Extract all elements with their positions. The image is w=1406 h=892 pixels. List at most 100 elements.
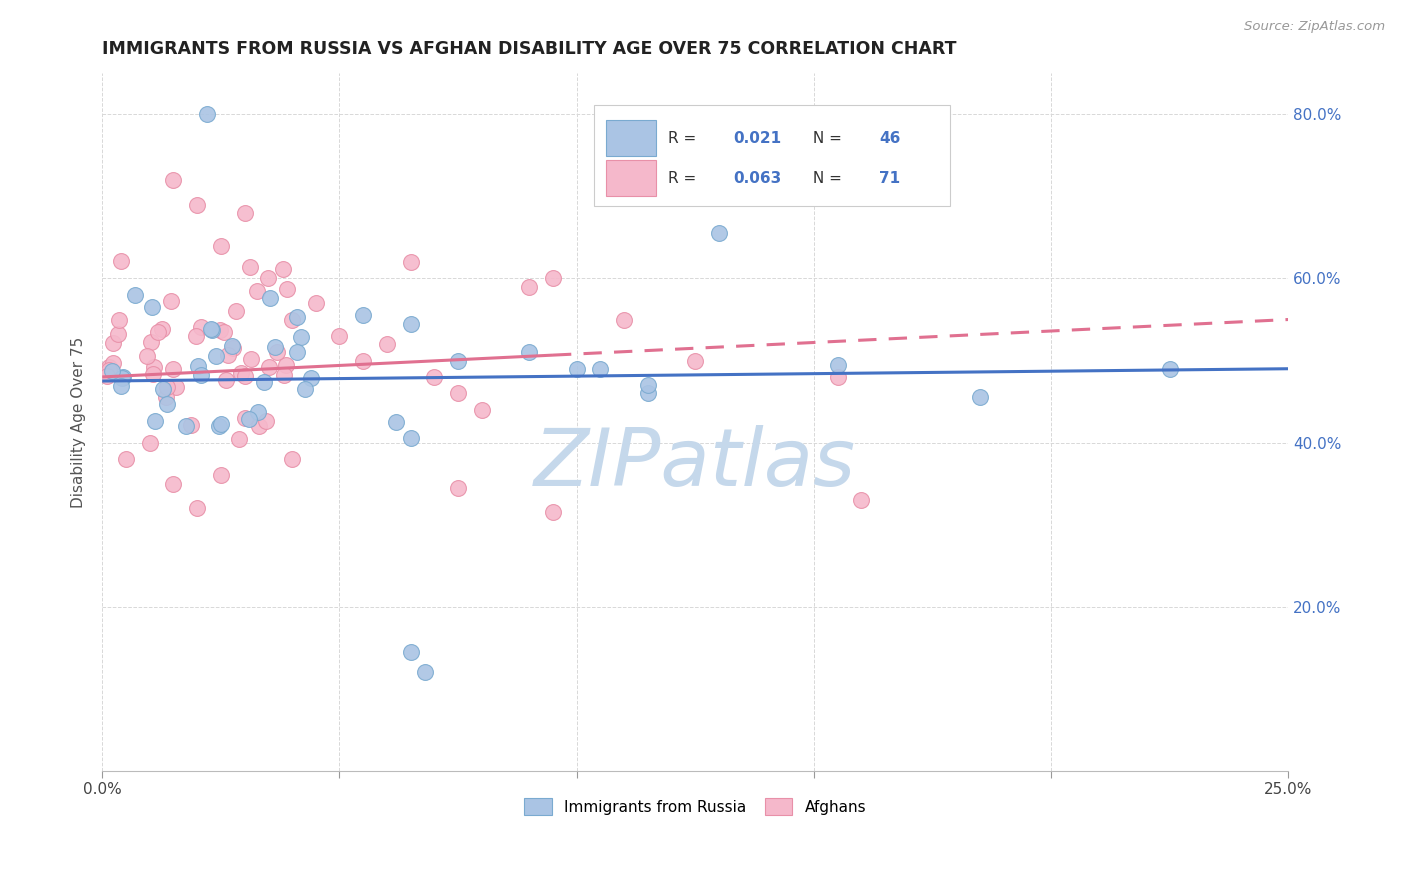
Point	[375, 337, 398, 351]
Point	[155, 390, 177, 404]
Point	[352, 353, 374, 368]
Point	[143, 414, 166, 428]
Text: R =: R =	[668, 131, 702, 145]
Point	[150, 322, 173, 336]
Point	[517, 279, 540, 293]
Point	[222, 341, 245, 355]
Text: 0.021: 0.021	[734, 131, 782, 145]
Point	[152, 382, 174, 396]
Point	[399, 255, 422, 269]
Point	[156, 379, 179, 393]
Point	[285, 345, 308, 359]
Point	[138, 435, 160, 450]
Point	[276, 282, 298, 296]
Point	[517, 345, 540, 359]
Point	[200, 322, 222, 336]
Text: 0.063: 0.063	[734, 170, 782, 186]
FancyBboxPatch shape	[606, 120, 657, 156]
Point	[108, 313, 131, 327]
Point	[254, 414, 277, 428]
Legend: Immigrants from Russia, Afghans: Immigrants from Russia, Afghans	[524, 797, 866, 815]
Text: N =: N =	[808, 170, 846, 186]
Point	[143, 359, 166, 374]
Point	[176, 419, 198, 434]
Point	[96, 368, 118, 383]
Point	[180, 418, 202, 433]
Point	[565, 361, 588, 376]
Point	[613, 312, 636, 326]
Point	[190, 319, 212, 334]
Point	[141, 300, 163, 314]
Point	[637, 378, 659, 392]
Point	[200, 323, 222, 337]
Point	[281, 452, 304, 467]
Point	[187, 359, 209, 373]
Point	[305, 296, 328, 310]
Point	[263, 340, 285, 354]
Point	[385, 415, 408, 429]
Point	[413, 665, 436, 680]
Point	[101, 363, 124, 377]
Point	[299, 371, 322, 385]
Point	[111, 370, 134, 384]
Point	[97, 362, 120, 376]
Point	[447, 481, 470, 495]
Point	[285, 310, 308, 324]
Point	[160, 293, 183, 308]
Point	[266, 345, 288, 359]
Point	[271, 261, 294, 276]
Point	[249, 419, 271, 434]
Text: Source: ZipAtlas.com: Source: ZipAtlas.com	[1244, 20, 1385, 33]
Point	[142, 367, 165, 381]
Point	[103, 335, 125, 350]
Point	[827, 358, 849, 372]
Point	[165, 380, 187, 394]
Point	[162, 362, 184, 376]
Point	[273, 368, 295, 383]
Point	[209, 238, 232, 252]
Point	[162, 476, 184, 491]
FancyBboxPatch shape	[595, 104, 950, 206]
Point	[281, 312, 304, 326]
Text: 46: 46	[879, 131, 901, 145]
Point	[259, 291, 281, 305]
Point	[471, 402, 494, 417]
Point	[217, 348, 239, 362]
Point	[589, 361, 612, 376]
Point	[246, 405, 269, 419]
Point	[257, 271, 280, 285]
Point	[637, 386, 659, 401]
Point	[190, 368, 212, 383]
Y-axis label: Disability Age Over 75: Disability Age Over 75	[72, 336, 86, 508]
Point	[290, 330, 312, 344]
Point	[139, 334, 162, 349]
Point	[208, 323, 231, 337]
Point	[233, 206, 256, 220]
Point	[110, 254, 132, 268]
Point	[148, 325, 170, 339]
Point	[685, 353, 707, 368]
Point	[233, 369, 256, 384]
Text: R =: R =	[668, 170, 702, 186]
Point	[228, 432, 250, 446]
Point	[827, 370, 849, 384]
Point	[212, 325, 235, 339]
Point	[209, 468, 232, 483]
Point	[136, 349, 159, 363]
Point	[447, 386, 470, 401]
Point	[352, 309, 374, 323]
Point	[211, 417, 233, 431]
Point	[239, 260, 262, 274]
Point	[328, 329, 350, 343]
Point	[110, 379, 132, 393]
Point	[162, 173, 184, 187]
Point	[215, 373, 238, 387]
Point	[257, 360, 280, 375]
Point	[399, 317, 422, 331]
Point	[238, 412, 260, 426]
Point	[97, 359, 120, 374]
Point	[107, 327, 129, 342]
Text: N =: N =	[808, 131, 846, 145]
Point	[225, 303, 247, 318]
Text: IMMIGRANTS FROM RUSSIA VS AFGHAN DISABILITY AGE OVER 75 CORRELATION CHART: IMMIGRANTS FROM RUSSIA VS AFGHAN DISABIL…	[103, 40, 956, 58]
